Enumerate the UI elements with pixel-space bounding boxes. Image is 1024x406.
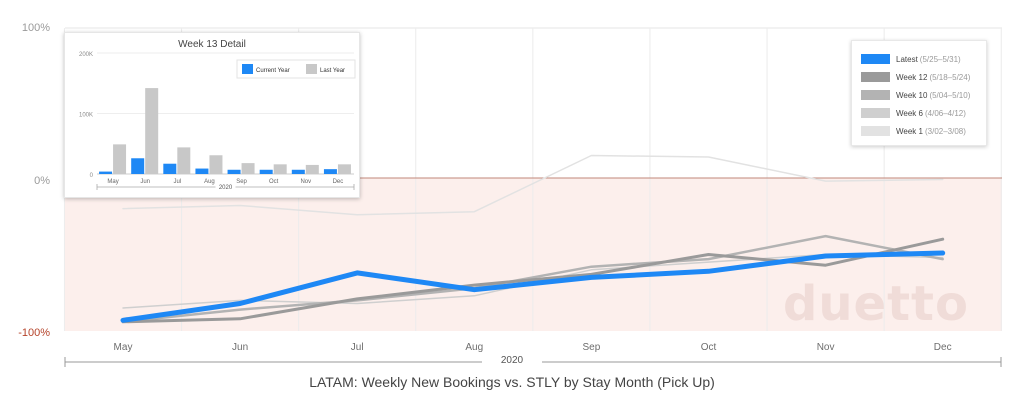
inset-bar-last-year[interactable]	[145, 88, 159, 174]
inset-y-tick-label: 200K	[79, 52, 93, 58]
inset-y-tick-label: 100K	[79, 113, 93, 119]
inset-bar-last-year[interactable]	[305, 164, 319, 174]
legend-range: (3/02–3/08)	[924, 126, 966, 136]
inset-legend-swatch	[242, 64, 253, 74]
series-line-latest[interactable]	[120, 250, 946, 323]
inset-x-tick-label: Nov	[300, 179, 311, 185]
inset-bar-current-year[interactable]	[99, 171, 113, 174]
chart-title: LATAM: Weekly New Bookings vs. STLY by S…	[309, 374, 715, 390]
series-line-week-10[interactable]	[121, 234, 944, 324]
inset-bar-current-year[interactable]	[163, 163, 177, 174]
inset-legend	[236, 59, 356, 79]
inset-year-bg	[215, 183, 236, 191]
legend-label: Week 6	[896, 108, 923, 118]
inset-bar-chart: 200K 100K 0 May Jun Jul Aug Sep Oct Nov Dec 2020 Cur…	[79, 52, 356, 191]
legend-label: Week 1	[896, 126, 923, 136]
series-line-week-1[interactable]	[122, 154, 944, 216]
legend-swatch	[861, 72, 890, 82]
inset-x-axis-year-label: 2020	[219, 185, 233, 191]
inset-x-tick-label: Jun	[140, 179, 150, 185]
legend-range: (4/06–4/12)	[924, 108, 966, 118]
y-tick-label: 100%	[21, 22, 50, 34]
x-tick-label: Aug	[465, 342, 484, 353]
x-tick-label: Jun	[232, 342, 249, 353]
legend-item-week1[interactable]: Week 1 (3/02–3/08)	[861, 122, 986, 140]
inset-title: Week 13 Detail	[178, 39, 246, 50]
legend-range: (5/18–5/24)	[929, 72, 971, 82]
inset-x-tick-label: Jul	[173, 179, 181, 185]
inset-y-tick-label: 0	[90, 173, 94, 179]
legend-item-latest[interactable]: Latest (5/25–5/31)	[861, 50, 986, 68]
inset-x-tick-label: Aug	[204, 179, 215, 185]
inset-bar-current-year[interactable]	[259, 169, 273, 174]
inset-x-tick-label: Oct	[269, 179, 279, 185]
legend-item-week12[interactable]: Week 12 (5/18–5/24)	[861, 68, 986, 86]
inset-x-tick-label: Dec	[333, 179, 344, 185]
inset-bar-last-year[interactable]	[113, 144, 127, 174]
y-tick-label: -100%	[18, 327, 50, 339]
legend-swatch	[861, 90, 890, 100]
x-tick-label: Sep	[582, 342, 601, 353]
x-tick-label: Oct	[700, 342, 717, 353]
inset-x-tick-label: Sep	[236, 179, 247, 185]
inset-bar-current-year[interactable]	[323, 169, 337, 174]
legend-swatch	[861, 108, 890, 118]
inset-bar-last-year[interactable]	[209, 155, 223, 174]
legend-item-week10[interactable]: Week 10 (5/04–5/10)	[861, 86, 986, 104]
inset-bar-current-year[interactable]	[131, 158, 145, 174]
week13-detail-panel: 200K 100K 0 May Jun Jul Aug Sep Oct Nov Dec 2020 Cur…	[64, 32, 360, 198]
x-tick-label: Dec	[933, 342, 952, 353]
inset-bar-current-year[interactable]	[227, 169, 241, 174]
legend-swatch	[861, 54, 890, 64]
inset-bar-current-year[interactable]	[195, 168, 209, 174]
legend-label: Week 10	[896, 90, 928, 100]
inset-bar-last-year[interactable]	[337, 164, 351, 174]
legend-item-week6[interactable]: Week 6 (4/06–4/12)	[861, 104, 986, 122]
main-series-lines	[120, 154, 946, 324]
x-axis-year-label: 2020	[482, 355, 542, 366]
inset-legend-swatch	[306, 64, 317, 74]
main-legend: Latest (5/25–5/31) Week 12 (5/18–5/24) W…	[851, 40, 987, 146]
inset-bar-current-year[interactable]	[291, 169, 305, 174]
inset-legend-label[interactable]: Last Year	[320, 68, 345, 74]
inset-bar-last-year[interactable]	[273, 164, 287, 174]
duetto-watermark: duetto	[783, 276, 969, 332]
legend-range: (5/04–5/10)	[929, 90, 971, 100]
y-tick-label: 0%	[34, 175, 50, 187]
inset-legend-label[interactable]: Current Year	[256, 68, 290, 74]
inset-x-tick-label: May	[107, 179, 118, 185]
x-tick-label: Nov	[816, 342, 835, 353]
inset-bar-last-year[interactable]	[241, 163, 255, 174]
legend-label: Latest	[896, 54, 918, 64]
x-tick-label: May	[113, 342, 133, 353]
inset-bar-last-year[interactable]	[177, 147, 191, 174]
legend-label: Week 12	[896, 72, 928, 82]
legend-swatch	[861, 126, 890, 136]
x-tick-label: Jul	[350, 342, 364, 353]
legend-range: (5/25–5/31)	[919, 54, 961, 64]
series-line-week-12[interactable]	[121, 237, 945, 324]
